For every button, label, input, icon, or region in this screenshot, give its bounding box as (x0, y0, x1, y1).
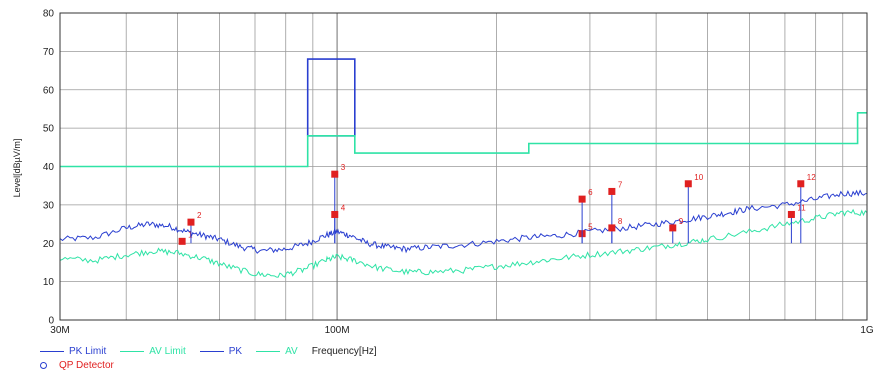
legend-pk-limit: PK Limit (40, 346, 106, 357)
qp-marker-label: 12 (807, 173, 816, 182)
qp-marker-1 (178, 237, 186, 245)
y-tick-label: 50 (43, 124, 55, 135)
x-tick-label: 1G (860, 325, 874, 336)
qp-marker-2 (187, 218, 195, 226)
legend-pk-swatch (199, 350, 224, 352)
legend-av-limit-swatch (120, 350, 145, 352)
y-tick-label: 10 (43, 277, 55, 288)
qp-marker-label: 2 (197, 211, 202, 220)
series-pk (59, 189, 868, 254)
legend-pk-limit-label: PK Limit (69, 345, 107, 357)
qp-marker-label: 10 (694, 173, 703, 182)
legend-av-label: AV (285, 345, 298, 357)
qp-marker-6 (578, 195, 586, 203)
legend-pk-limit-swatch (40, 350, 64, 352)
legend-row-1: PK Limit AV Limit PK AV Frequency[Hz] (40, 344, 391, 358)
x-tick-label: 30M (50, 325, 69, 336)
legend-qp-detector-label: QP Detector (59, 359, 114, 371)
legend: PK Limit AV Limit PK AV Frequency[Hz] QP… (40, 344, 391, 372)
qp-marker-label: 7 (618, 180, 623, 189)
series-group (59, 58, 868, 278)
y-tick-label: 70 (43, 47, 55, 58)
legend-av-limit: AV Limit (120, 346, 186, 357)
qp-marker-7 (608, 187, 616, 195)
x-axis-label: Frequency[Hz] (312, 346, 377, 357)
qp-detector-circle-icon (40, 361, 47, 369)
legend-av-limit-label: AV Limit (149, 345, 186, 357)
qp-marker-label: 5 (588, 223, 593, 232)
qp-marker-4 (331, 210, 339, 218)
y-tick-label: 0 (48, 316, 54, 327)
qp-marker-11 (787, 210, 795, 218)
legend-av-swatch (256, 350, 281, 352)
series-av-limit (60, 112, 867, 168)
legend-pk-label: PK (228, 345, 243, 357)
series-av (59, 208, 868, 278)
legend-av: AV (256, 346, 298, 357)
y-tick-label: 80 (43, 9, 55, 20)
y-axis-label: Level[dBµV/m] (12, 139, 22, 198)
qp-marker-label: 11 (797, 203, 806, 212)
legend-row-2: QP Detector (40, 358, 391, 372)
qp-marker-label: 3 (341, 163, 346, 172)
y-tick-label: 60 (43, 85, 55, 96)
axes: 0 10 20 30 40 50 60 70 80 30M 100M 1G (43, 9, 874, 337)
qp-marker-label: 9 (679, 217, 684, 226)
qp-marker-3 (331, 170, 339, 178)
qp-marker-12 (797, 180, 805, 188)
plot-frame (59, 12, 868, 321)
x-tick-label: 100M (325, 325, 350, 336)
qp-marker-8 (608, 224, 616, 232)
qp-marker-9 (669, 224, 677, 232)
legend-qp-detector: QP Detector (40, 360, 114, 371)
qp-marker-10 (684, 180, 692, 188)
qp-marker-label: 6 (588, 188, 593, 197)
qp-marker-label: 4 (341, 203, 346, 212)
y-tick-label: 20 (43, 239, 55, 250)
legend-pk: PK (199, 345, 243, 357)
x-axis-label-text: Frequency[Hz] (311, 345, 377, 357)
y-tick-label: 30 (43, 200, 55, 211)
qp-marker-label: 8 (618, 217, 623, 226)
y-tick-label: 40 (43, 162, 55, 173)
